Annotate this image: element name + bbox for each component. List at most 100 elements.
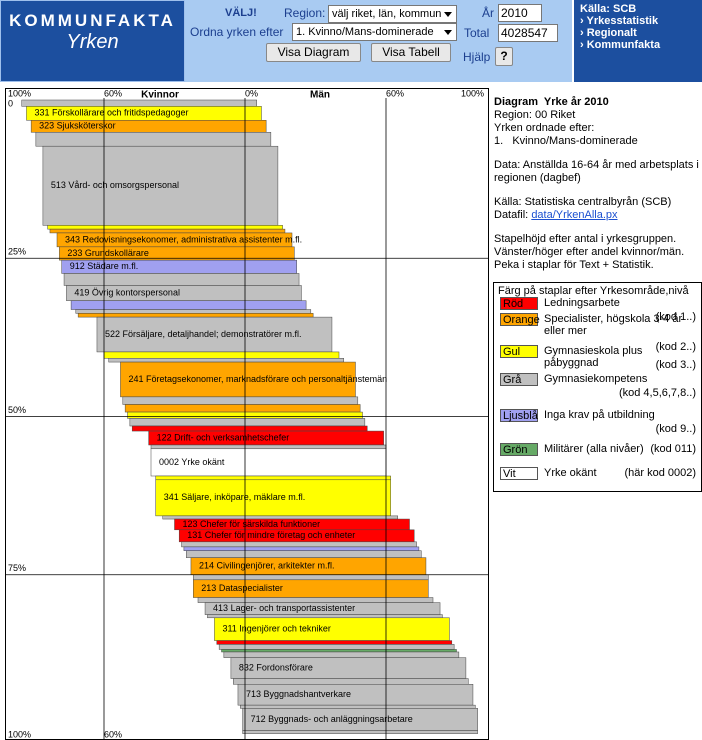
legend-text: Gymnasiekompetens: [544, 373, 648, 385]
bar: [218, 644, 455, 650]
legend-title: Färg på staplar efter Yrkesområde,nivå: [498, 285, 689, 297]
table-button[interactable]: Visa Tabell: [371, 43, 451, 62]
logo[interactable]: KOMMUNFAKTA Yrken: [0, 0, 185, 82]
bar: [49, 228, 286, 234]
bar-label: 311 Ingenjörer och tekniker: [222, 624, 330, 634]
bar: [120, 361, 356, 398]
bar-label: 413 Lager- och transportassistenter: [213, 603, 355, 613]
bar: [21, 99, 257, 107]
legend: Färg på staplar efter Yrkesområde,nivå R…: [493, 282, 702, 492]
legend-swatch: Grön: [500, 443, 538, 456]
form-panel: VÄLJ! Region: välj riket, län, kommun Or…: [185, 0, 572, 82]
legend-swatch: Vit: [500, 467, 538, 480]
legend-code: (kod 3..): [655, 359, 696, 371]
info-line: Yrken ordnade efter:: [494, 122, 595, 134]
left-label: Kvinnor: [141, 90, 179, 101]
source: Källa: SCB: [580, 3, 637, 15]
bar-label: 233 Grundskollärare: [67, 248, 149, 258]
right-label: Män: [310, 90, 330, 101]
order-select[interactable]: 1. Kvinno/Mans-dominerade: [292, 23, 457, 41]
help-label: Hjälp: [463, 50, 491, 64]
datafile-link[interactable]: data/YrkenAlla.px: [531, 209, 618, 221]
bar-label: 323 Sjuksköterskor: [39, 121, 116, 131]
legend-text: Gymnasieskola plus påbyggnad: [544, 345, 643, 369]
legend-item: Röd Ledningsarbete (kod 1..): [500, 297, 696, 327]
legend-item: Grön Militärer (alla nivåer) (kod 011): [500, 443, 696, 473]
bar-label: 0002 Yrke okänt: [159, 457, 225, 467]
legend-swatch: Ljusblå: [500, 409, 538, 422]
bar: [155, 475, 391, 481]
bar: [35, 132, 272, 147]
source-panel: Källa: SCB › Yrkesstatistik › Regionalt …: [574, 0, 702, 82]
year-label: År: [482, 6, 494, 20]
bar-label: 214 Civilingenjörer, arkitekter m.fl.: [199, 561, 335, 571]
legend-code: (kod 011): [650, 443, 696, 455]
legend-text: Yrke okänt: [544, 467, 597, 479]
bar: [63, 273, 300, 286]
bar-label: 343 Redovisningsekonomer, administrativa…: [65, 234, 302, 244]
bar: [103, 351, 340, 359]
legend-code: (här kod 0002): [624, 467, 696, 479]
link[interactable]: › Yrkesstatistik: [580, 15, 659, 27]
bar-label: 712 Byggnads- och anläggningsarbetare: [251, 714, 413, 724]
bar: [183, 546, 420, 551]
total-input[interactable]: 4028547: [498, 24, 558, 42]
bar: [150, 448, 387, 477]
y-tick-label: 50%: [8, 405, 26, 415]
bar: [42, 145, 279, 226]
datafile-label: Datafil:: [494, 209, 529, 221]
bar: [197, 597, 434, 603]
logo-title: KOMMUNFAKTA: [9, 11, 176, 30]
diagram-button[interactable]: Visa Diagram: [266, 43, 361, 62]
bar-label: 513 Vård- och omsorgspersonal: [51, 180, 179, 190]
order-label: Ordna yrken efter: [190, 25, 284, 39]
bar: [70, 300, 307, 310]
legend-text: Specialister, högskola 3-4 år eller mer: [544, 313, 683, 337]
legend-item: Vit Yrke okänt (här kod 0002): [500, 467, 696, 497]
x-tick-label: 60%: [386, 88, 404, 98]
info-line: 1. Kvinno/Mans-dominerade: [494, 135, 638, 147]
legend-swatch: Röd: [500, 297, 538, 310]
legend-swatch: Grå: [500, 373, 538, 386]
y-tick-label: 25%: [8, 247, 26, 257]
info-panel: Diagram Yrke år 2010 Region: 00 Riket Yr…: [494, 96, 700, 272]
bar-label: 131 Chefer för mindre företag och enhete…: [187, 530, 355, 540]
bar: [223, 651, 460, 658]
link[interactable]: › Regionalt: [580, 27, 637, 39]
logo-subtitle: Yrken: [66, 31, 119, 53]
help-button[interactable]: ?: [495, 47, 513, 66]
bar-label: 241 Företagsekonomer, marknadsförare och…: [128, 374, 387, 384]
legend-text: Inga krav på utbildning: [544, 409, 655, 421]
bar-label: 123 Chefer för särskilda funktioner: [183, 519, 321, 529]
bar: [240, 704, 476, 709]
y-tick-label: 100%: [8, 729, 31, 739]
bar-label: 213 Dataspecialister: [201, 583, 283, 593]
bar-label: 912 Städare m.fl.: [70, 261, 139, 271]
bar: [221, 649, 457, 653]
info-source: Källa: Statistiska centralbyrån (SCB): [494, 196, 672, 208]
legend-swatch: Orange: [500, 313, 540, 326]
y-tick-label: 0: [8, 98, 13, 108]
x-tick-label: 100%: [461, 88, 484, 98]
bar: [124, 404, 361, 413]
bar: [155, 479, 391, 517]
bar: [181, 541, 417, 548]
bar: [129, 418, 366, 427]
bar: [193, 574, 429, 581]
legend-item: Grå Gymnasiekompetens (kod 4,5,6,7,8..): [500, 373, 696, 403]
info-datafile: Datafil: data/YrkenAlla.px: [494, 209, 700, 222]
year-input[interactable]: 2010: [498, 4, 542, 22]
bar-label: 419 Övrig kontorspersonal: [74, 287, 180, 297]
chart: Kvinnor Män 331 Förskollärare och fritid…: [6, 88, 488, 739]
bar: [77, 313, 314, 318]
link[interactable]: › Kommunfakta: [580, 39, 661, 51]
bar-label: 832 Fordonsförare: [239, 662, 313, 672]
bar-label: 341 Säljare, inköpare, mäklare m.fl.: [164, 492, 306, 502]
region-select[interactable]: välj riket, län, kommun: [328, 5, 457, 23]
info-title: Diagram Yrke år 2010: [494, 96, 609, 108]
bar: [131, 425, 368, 432]
x-tick-label: 60%: [104, 88, 122, 98]
note: Stapelhöjd efter antal i yrkesgruppen.: [494, 233, 677, 245]
legend-code: (kod 4,5,6,7,8..): [618, 387, 696, 399]
